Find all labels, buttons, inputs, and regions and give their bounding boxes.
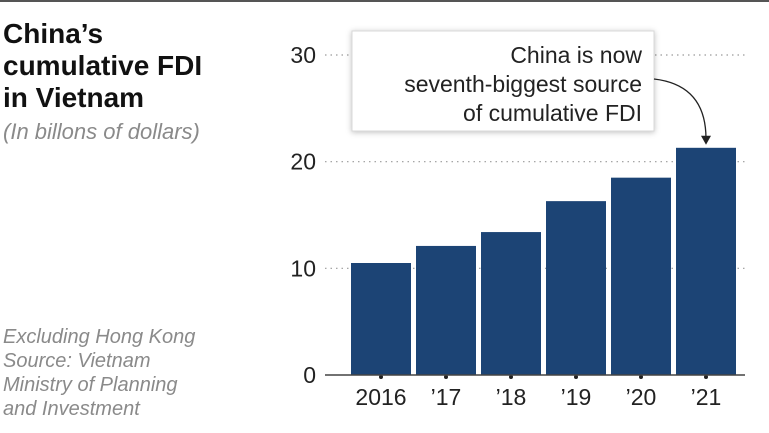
x-tick-mark	[574, 375, 578, 379]
bar-1	[416, 245, 476, 375]
chart-subtitle: (In billons of dollars)	[3, 119, 200, 144]
annotation-text-line: of cumulative FDI	[463, 100, 642, 126]
footnote: Excluding Hong Kong Source: Vietnam Mini…	[3, 325, 263, 421]
x-tick-mark	[639, 375, 643, 379]
y-tick-label: 30	[290, 42, 316, 68]
bar-4	[611, 177, 671, 375]
top-rule	[0, 0, 769, 2]
source-note: Source: Vietnam Ministry of Planning and…	[3, 350, 178, 420]
arrowhead-icon	[701, 135, 711, 145]
exclusion-note: Excluding Hong Kong	[3, 326, 196, 348]
bar-2	[481, 232, 541, 375]
annotation-text-line: China is now	[510, 42, 642, 68]
x-tick-label: ’21	[691, 384, 722, 410]
chart-title: China’s cumulative FDI in Vietnam	[3, 18, 203, 113]
x-tick-label: ’20	[626, 384, 657, 410]
bar-3	[546, 201, 606, 375]
x-tick-mark	[444, 375, 448, 379]
annotation-arrow	[653, 78, 707, 139]
x-tick-label: ’18	[496, 384, 527, 410]
annotation-box	[351, 30, 655, 132]
x-tick-mark	[704, 375, 708, 379]
y-tick-label: 0	[303, 362, 316, 388]
bar-5	[676, 147, 736, 375]
bar-0	[351, 263, 411, 375]
x-tick-label: 2016	[355, 384, 406, 410]
x-tick-mark	[379, 375, 383, 379]
annotation-text-line: seventh-biggest source	[404, 71, 642, 97]
y-tick-label: 10	[290, 255, 316, 281]
x-tick-label: ’17	[431, 384, 462, 410]
y-tick-label: 20	[290, 149, 316, 175]
x-tick-mark	[509, 375, 513, 379]
x-tick-label: ’19	[561, 384, 592, 410]
